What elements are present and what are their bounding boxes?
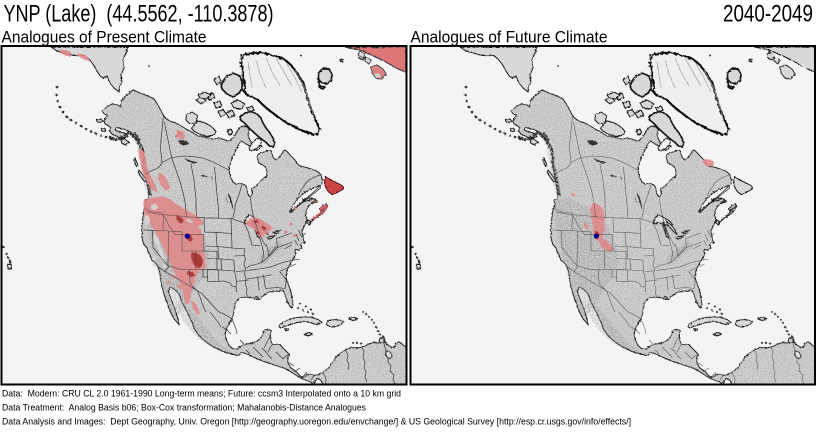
svg-text:Analogues of Present Climate: Analogues of Present Climate xyxy=(2,28,207,47)
svg-text:Analogues of Future Climate: Analogues of Future Climate xyxy=(411,28,608,47)
svg-text:Data Treatment: Analog Basis: Data Treatment: Analog Basis b06; Box-Co… xyxy=(2,403,366,413)
svg-text:YNP (Lake) (44.5562, -110.387: YNP (Lake) (44.5562, -110.3878) xyxy=(4,1,274,28)
svg-text:2040-2049: 2040-2049 xyxy=(723,1,813,28)
svg-text:Data Analysis and Images: Dep: Data Analysis and Images: Dept Geography… xyxy=(2,417,631,427)
svg-text:Data: Modern: CRU CL 2.0 1961: Data: Modern: CRU CL 2.0 1961-1990 Long-… xyxy=(2,389,401,399)
